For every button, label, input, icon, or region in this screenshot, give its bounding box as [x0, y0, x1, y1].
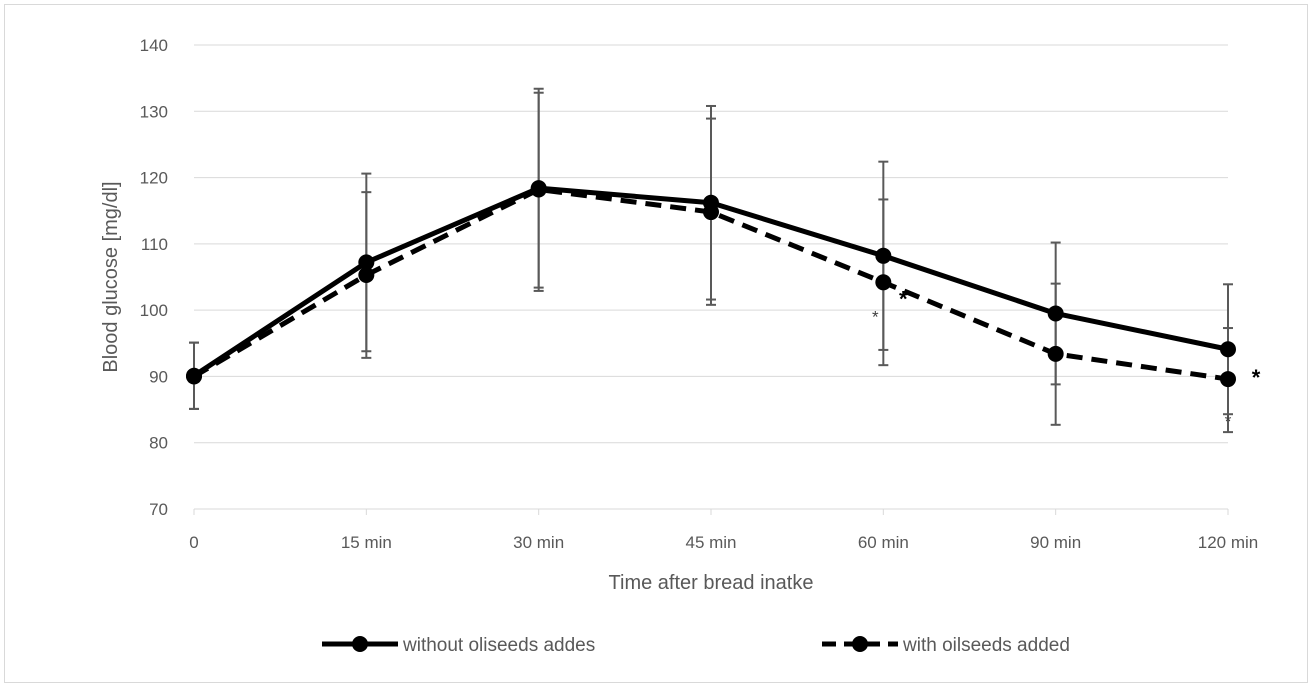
chart-frame: [4, 4, 1308, 683]
x-axis: [193, 508, 1229, 515]
legend-label-1: with oilseeds added: [902, 635, 1070, 656]
y-tick-label-110: 110: [141, 235, 168, 254]
data-point-0-6: [1220, 341, 1236, 358]
error-bars: [189, 87, 1233, 434]
data-point-1-1: [358, 267, 375, 284]
significance-marker-120-bold: *: [1252, 365, 1261, 390]
significance-marker-120: *: [1225, 412, 1232, 431]
x-tick-label-3: 45 min: [685, 533, 736, 552]
y-tick-labels: 70 80 90 100 110 120 130 140: [140, 36, 168, 519]
data-point-0-1: [358, 254, 375, 271]
x-tick-labels: 0 15 min 30 min 45 min 60 min 90 min 120 min: [189, 533, 1258, 552]
significance-marker-60: *: [872, 307, 879, 326]
data-point-1-0: [186, 368, 202, 385]
data-point-0-4: [875, 247, 892, 264]
x-axis-title: Time after bread inatke: [609, 572, 814, 594]
annotations: * * * *: [872, 286, 1261, 431]
data-point-1-6: [1220, 371, 1236, 388]
data-point-1-2: [530, 181, 547, 198]
y-tick-label-100: 100: [140, 301, 168, 320]
x-tick-label-5: 90 min: [1030, 533, 1081, 552]
data-point-1-4: [875, 274, 892, 291]
series-markers: [186, 180, 1236, 388]
legend: without oliseeds addes with oilseeds adde…: [322, 635, 1070, 656]
legend-marker-0: [352, 636, 368, 652]
legend-marker-1: [852, 636, 868, 652]
y-tick-label-130: 130: [140, 102, 168, 121]
data-point-1-3: [703, 204, 719, 221]
x-tick-label-1: 15 min: [341, 533, 392, 552]
data-point-1-5: [1047, 345, 1064, 362]
data-point-0-5: [1047, 305, 1064, 322]
legend-item-0: without oliseeds addes: [322, 635, 595, 656]
x-tick-label-0: 0: [189, 533, 198, 552]
y-tick-label-90: 90: [149, 367, 168, 386]
y-tick-label-70: 70: [149, 500, 168, 519]
y-axis-title: Blood glucose [mg/dl]: [100, 181, 122, 372]
x-tick-label-4: 60 min: [858, 533, 909, 552]
y-tick-label-80: 80: [149, 434, 168, 453]
y-tick-label-120: 120: [140, 169, 168, 188]
legend-item-1: with oilseeds added: [822, 635, 1070, 656]
legend-label-0: without oliseeds addes: [402, 635, 595, 656]
significance-marker-60-bold: *: [899, 286, 908, 311]
x-tick-label-2: 30 min: [513, 533, 564, 552]
y-tick-label-140: 140: [140, 36, 168, 55]
x-tick-label-6: 120 min: [1198, 533, 1258, 552]
